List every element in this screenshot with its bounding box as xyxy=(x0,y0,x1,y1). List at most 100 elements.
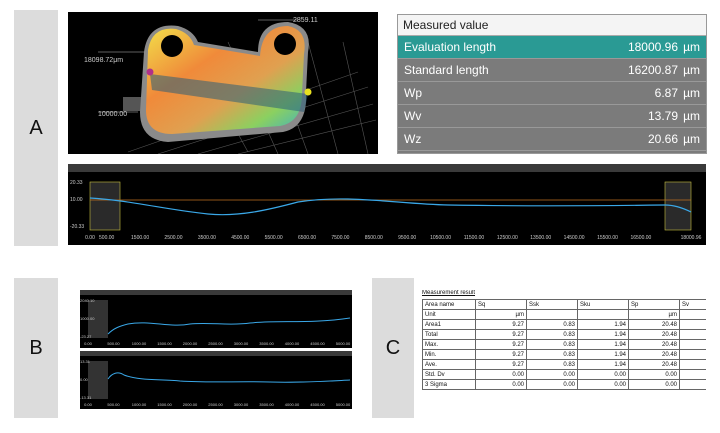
panel-label: C xyxy=(372,278,414,418)
x-tick-label: 4000.00 xyxy=(285,341,300,346)
table-cell: Std. Dv xyxy=(422,369,476,380)
table-cell: 17.19 xyxy=(679,349,706,360)
table-cell: 0.83 xyxy=(526,349,578,360)
param-value: 6.87 xyxy=(654,86,678,100)
table-cell: 0.00 xyxy=(475,379,527,390)
y-tick-label: -13.31 xyxy=(80,395,92,400)
table-title: Measured value xyxy=(398,15,706,36)
x-tick-label: 18000.96 xyxy=(681,235,702,241)
profile-chart: 20.33 10.00 -20.330.00 500.00 1500.00 2500.00… xyxy=(68,164,706,245)
x-tick-label: 0.00 xyxy=(84,341,93,346)
param-unit: µm xyxy=(683,40,700,54)
x-tick-label: 2500.00 xyxy=(208,341,223,346)
param-value: 16200.87 xyxy=(627,63,678,77)
x-tick-label: 4000.00 xyxy=(285,402,300,407)
y-tick-label: -23.27 xyxy=(80,334,92,339)
table-row: Unitµmµmµm xyxy=(422,309,706,320)
x-tick-label: 500.00 xyxy=(99,235,115,241)
param-value: 13.79 xyxy=(647,109,678,123)
x-tick-label: 5000.00 xyxy=(336,402,351,407)
x-tick-label: 2000.00 xyxy=(183,402,198,407)
table-cell: 17.19 xyxy=(679,329,706,340)
measurement-result: Measurement result Area name Sq Ssk Sku Sp Sv… xyxy=(422,290,706,410)
table-cell: 20.48 xyxy=(628,319,680,330)
x-tick-label: 12500.00 xyxy=(497,235,518,241)
x-tick-label: 2500.00 xyxy=(164,235,182,241)
x-tick-label: 500.00 xyxy=(107,341,120,346)
table-row: Wz 20.66 µm xyxy=(398,128,706,151)
param-name: Wp xyxy=(404,86,422,100)
x-tick-label: 1000.00 xyxy=(132,341,147,346)
header-cell: Sku xyxy=(577,299,629,310)
x-tick-label: 14500.00 xyxy=(564,235,585,241)
table-cell: 0.83 xyxy=(526,359,578,370)
y-tick-label: 20.33 xyxy=(70,180,83,186)
image-label: 2859.11 xyxy=(293,17,318,24)
table-cell: 9.27 xyxy=(475,349,527,360)
x-tick-label: 0.00 xyxy=(85,235,95,241)
param-name: Evaluation length xyxy=(404,40,497,54)
table-cell: 0.83 xyxy=(526,319,578,330)
table-cell: 20.48 xyxy=(628,339,680,350)
x-tick-label: 7500.00 xyxy=(331,235,349,241)
table-cell: 1.94 xyxy=(577,329,629,340)
header-row: Area nameSqSskSkuSpSvSz xyxy=(422,299,706,310)
table-cell: µm xyxy=(475,309,527,320)
table-cell: 20.48 xyxy=(628,329,680,340)
result-table: Area nameSqSskSkuSpSvSzUnitµmµmµmArea19.… xyxy=(422,299,706,390)
table-cell: 9.27 xyxy=(475,319,527,330)
x-tick-label: 5000.00 xyxy=(336,341,351,346)
table-cell: 9.27 xyxy=(475,339,527,350)
table-cell: 0.00 xyxy=(628,379,680,390)
param-name: Wv xyxy=(404,109,422,123)
table-title: Measurement result xyxy=(422,290,476,296)
header-cell: Sv xyxy=(679,299,706,310)
table-row: Wp 6.87 µm xyxy=(398,82,706,105)
x-tick-label: 1500.00 xyxy=(157,341,172,346)
table-cell: 17.19 xyxy=(679,339,706,350)
excluded-region xyxy=(88,361,108,399)
table-cell: µm xyxy=(628,309,680,320)
table-row: Evaluation length 18000.96 µm xyxy=(398,36,706,59)
param-unit: µm xyxy=(683,132,700,146)
table-cell: 1.94 xyxy=(577,359,629,370)
table-cell: 0.83 xyxy=(526,339,578,350)
param-name: Standard length xyxy=(404,63,489,77)
table-cell xyxy=(526,309,578,320)
panel-label: A xyxy=(14,10,58,246)
table-cell: 20.48 xyxy=(628,359,680,370)
table-cell: Area1 xyxy=(422,319,476,330)
x-tick-label: 3500.00 xyxy=(259,402,274,407)
param-value: 18000.96 xyxy=(627,40,678,54)
table-cell: 1.94 xyxy=(577,349,629,360)
x-tick-label: 3500.00 xyxy=(198,235,216,241)
title-bar xyxy=(80,351,352,356)
x-tick-label: 5500.00 xyxy=(265,235,283,241)
x-tick-label: 9500.00 xyxy=(398,235,416,241)
x-tick-label: 1000.00 xyxy=(132,402,147,407)
header-cell: Area name xyxy=(422,299,476,310)
title-bar xyxy=(80,290,352,295)
table-row: Std. Dv0.000.000.000.000.00 xyxy=(422,369,706,380)
measured-value-table: Measured value Evaluation length 18000.96… xyxy=(397,14,707,154)
image-label: 18098.72μm xyxy=(84,57,123,64)
table-cell: 17.19 xyxy=(679,319,706,330)
table-row: Standard length 16200.87 µm xyxy=(398,59,706,82)
x-tick-label: 6500.00 xyxy=(298,235,316,241)
table-cell: 9.27 xyxy=(475,359,527,370)
param-name: Wz xyxy=(404,132,422,146)
header-cell: Sp xyxy=(628,299,680,310)
table-cell: 1.94 xyxy=(577,339,629,350)
table-cell: µm xyxy=(679,309,706,320)
x-tick-label: 10500.00 xyxy=(430,235,451,241)
x-tick-label: 2000.00 xyxy=(183,341,198,346)
table-cell: Total xyxy=(422,329,476,340)
x-tick-label: 15500.00 xyxy=(597,235,618,241)
param-unit: µm xyxy=(683,109,700,123)
table-cell: 0.00 xyxy=(577,369,629,380)
x-tick-label: 500.00 xyxy=(107,402,120,407)
